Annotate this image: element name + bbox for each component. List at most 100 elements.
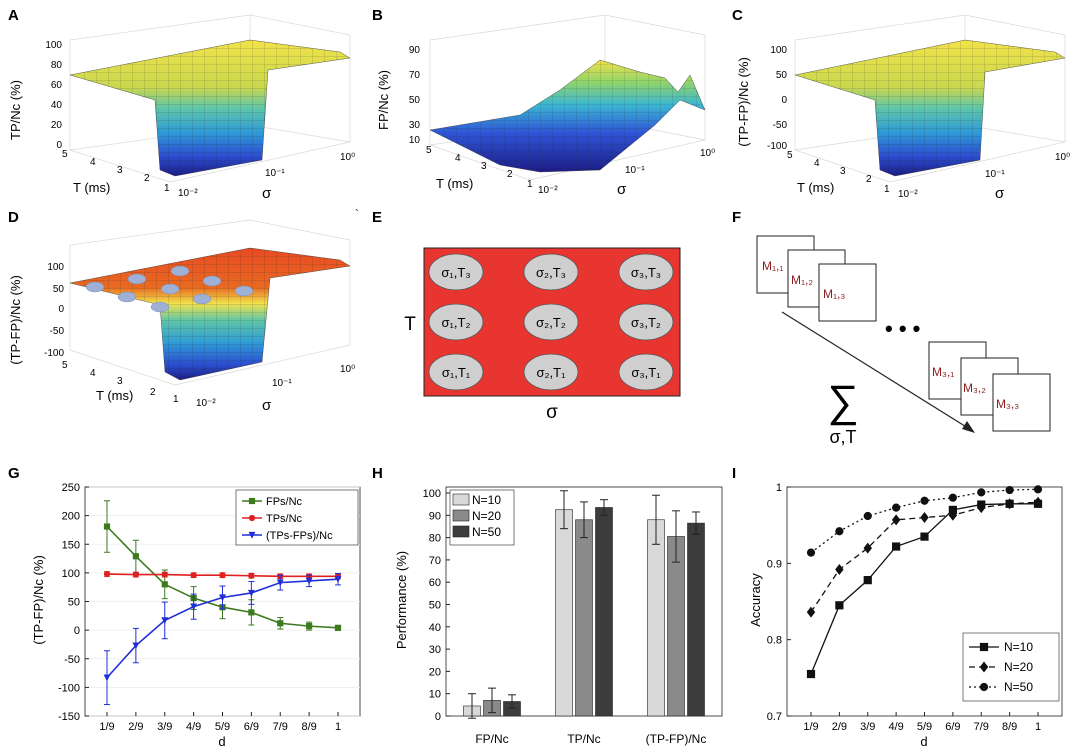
chart-g-xtick-label: 6/9 [244, 721, 259, 733]
chart-h-ytick-label: 60 [429, 577, 441, 589]
panel-d-tick-t: 2 [150, 387, 156, 398]
chart-i-point [977, 502, 986, 514]
grid-cell-label: σ₂,T₃ [536, 265, 566, 280]
panel-d-tick-s: 10⁻¹ [272, 378, 292, 389]
chart-g-point [103, 674, 111, 682]
chart-g-legend-marker [248, 497, 256, 505]
grid-cell-ellipse [428, 253, 484, 291]
chart-h-legend-swatch [452, 493, 470, 506]
chart-i-xticks: 1/9 2/9 3/9 4/9 5/9 6/9 7/9 8/9 1 [803, 712, 1041, 733]
chart-g-ytick-label: -50 [64, 654, 80, 666]
panel-letter-c: C [732, 7, 743, 24]
panel-d-marker [160, 283, 180, 295]
chart-h-ytick-label: 50 [429, 600, 441, 612]
chart-g-ytick-label: 250 [62, 482, 80, 494]
chart-i-xlabel: d [920, 734, 927, 749]
sigma-symbol: ∑ [827, 377, 858, 426]
panel-d-mesh [70, 248, 350, 380]
chart-h-ylabel: Performance (%) [394, 551, 409, 649]
chart-i-ytick-label: 0.9 [767, 558, 782, 570]
chart-g-point [306, 623, 313, 630]
panel-b-mesh [430, 60, 705, 172]
chart-i-point [1033, 485, 1043, 494]
surface-panel-a [69, 14, 351, 183]
panel-a-ztick: 80 [51, 60, 63, 71]
chart-h-bar [555, 509, 573, 717]
panel-a-ztick: 60 [51, 80, 63, 91]
chart-g-point [103, 570, 111, 578]
panel-letter-b: B [372, 7, 383, 24]
chart-h-yticks: 0 10 20 30 40 50 60 70 80 90 100 [423, 488, 450, 723]
chart-g-point [276, 579, 284, 587]
grid-cell-label: σ₁,T₃ [441, 265, 470, 280]
stray-tick-mark: ` [355, 207, 359, 221]
chart-i-point [948, 509, 958, 521]
chart-g-ytick-label: 100 [62, 568, 80, 580]
chart-i-ytick-label: 1 [776, 482, 782, 494]
chart-h-ytick-label: 0 [435, 711, 441, 723]
chart-i-point [835, 563, 844, 575]
panel-d-tick-t: 4 [90, 368, 96, 379]
chart-i: 0.7 0.8 0.9 1 1/9 2/9 3/9 4/9 5/9 6/9 7/9 8/9 1 Acc… [748, 482, 1063, 749]
chart-g-ytick-label: 150 [62, 539, 80, 551]
chart-g-xtick-label: 7/9 [273, 721, 288, 733]
chart-g-xlabel: d [218, 734, 225, 749]
panel-c-tick-s: 10⁻¹ [985, 169, 1005, 180]
chart-g-yticks: -150 -100 -50 0 50 100 150 200 250 [58, 482, 89, 723]
chart-i-ytick-label: 0.8 [767, 635, 782, 647]
panel-c-ztick: 50 [776, 70, 788, 81]
grid-cell-ellipse [618, 253, 674, 291]
panel-c-ztick: 0 [781, 95, 787, 106]
chart-g-xtick-label: 1/9 [99, 721, 114, 733]
grid-cell-ellipse [618, 353, 674, 391]
panel-c-xlabel: T (ms) [797, 180, 834, 195]
chart-i-point [977, 488, 986, 497]
chart-h-xticks: FP/Nᴄ TP/Nᴄ (TP-FP)/Nᴄ [475, 732, 706, 746]
panel-a-tick-t: 1 [164, 183, 170, 194]
chart-i-point [1005, 485, 1014, 495]
panel-b-tick-t: 4 [455, 153, 461, 164]
chart-i-legend-label: N=20 [1004, 660, 1033, 674]
panel-a-tick-t: 3 [117, 165, 123, 176]
chart-h-bar [595, 507, 613, 717]
panel-d-marker [127, 273, 147, 285]
panel-d-ztick: 100 [47, 262, 64, 273]
panel-a-tick-s: 10⁻¹ [265, 168, 285, 179]
chart-i-xtick-label: 2/9 [832, 721, 847, 733]
panel-a-ztick: 100 [45, 40, 62, 51]
grid-cell-label: σ₂,T₁ [536, 365, 566, 380]
panel-d-marker [117, 291, 137, 303]
panel-d-marker [202, 275, 222, 287]
chart-i-ylabel: Accuracy [748, 573, 763, 627]
panel-b-tick-s: 10⁻¹ [625, 165, 645, 176]
chart-h-bar [647, 519, 665, 717]
chart-i-point [863, 576, 872, 585]
panel-c-tick-t: 1 [884, 184, 890, 195]
panel-b-ylabel: σ [617, 181, 627, 198]
panel-d-marker [192, 293, 212, 305]
chart-h-bar [575, 519, 593, 717]
panel-letter-a: A [8, 7, 19, 24]
chart-h-legend-swatch [452, 525, 470, 538]
panel-letter-d: D [8, 209, 19, 226]
panel-d-zlabel: (TP-FP)/Nᴄ (%) [8, 275, 23, 365]
chart-i-point [806, 606, 816, 618]
panel-b-tick-t: 3 [481, 161, 487, 172]
matrix-stack-top [756, 235, 877, 322]
chart-i-xtick-label: 8/9 [1002, 721, 1017, 733]
chart-g-xtick-label: 5/9 [215, 721, 230, 733]
chart-g-ytick-label: 0 [74, 625, 80, 637]
panel-c-tick-t: 3 [840, 166, 846, 177]
chart-i-xtick-label: 3/9 [860, 721, 875, 733]
surface-labels: TP/Nᴄ (%) 100 80 60 40 20 0 5 4 3 2 1 10… [8, 40, 1070, 414]
grid-ylabel: T [404, 314, 416, 335]
panel-b-ztick: 50 [409, 95, 421, 106]
panel-b-ztick: 90 [409, 45, 421, 56]
chart-i-point [891, 514, 901, 526]
chart-g-point [219, 572, 226, 579]
chart-i-xtick-label: 1/9 [803, 721, 818, 733]
chart-g-point [132, 642, 140, 650]
surface-panel-b [429, 14, 706, 181]
panel-c-tick-s: 10⁻² [898, 189, 918, 200]
